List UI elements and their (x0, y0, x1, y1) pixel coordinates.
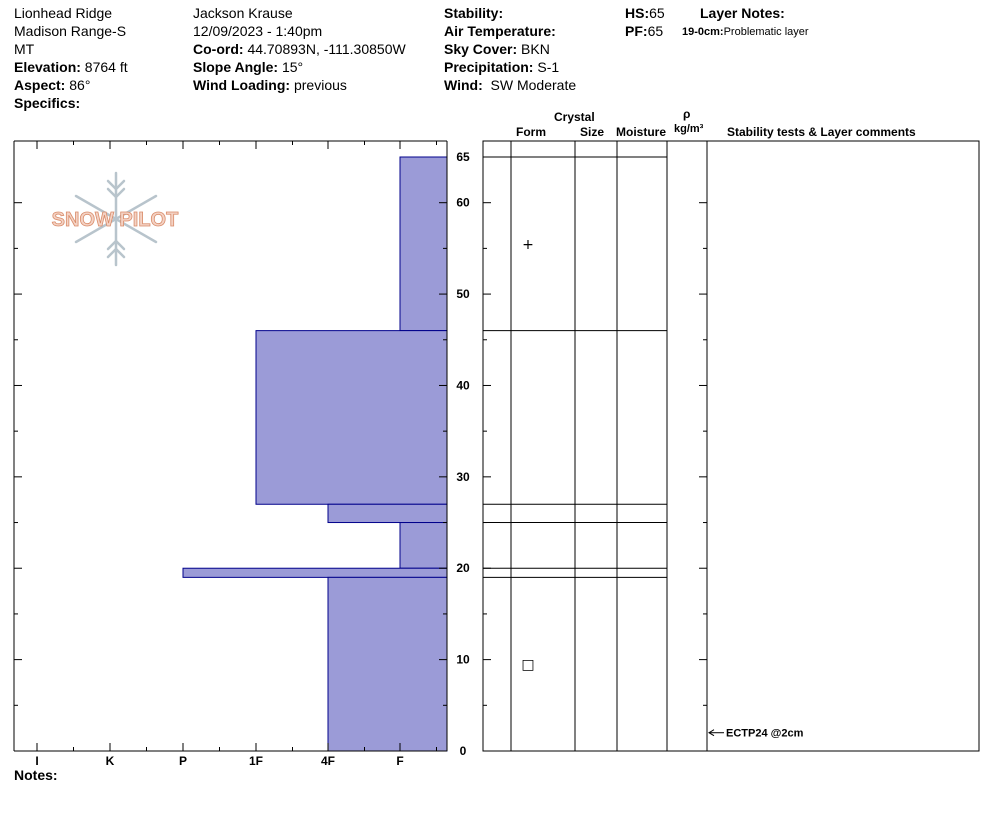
hardness-tick-label: 4F (321, 754, 335, 768)
test-arrow-head-0 (708, 729, 715, 737)
precip-value: S-1 (537, 59, 560, 75)
layer-notes-label: Layer Notes: (700, 5, 785, 21)
pf-label: PF: (625, 23, 648, 39)
layer-bar-4 (182, 567, 448, 578)
height-tick-label: 40 (456, 378, 470, 392)
observer: Jackson Krause (193, 5, 293, 21)
density-unit-header: kg/m³ (674, 123, 704, 135)
hardness-tick-label: I (35, 754, 38, 768)
height-tick-label: 0 (460, 744, 467, 758)
air-temperature: Air Temperature: (444, 22, 556, 40)
sky-value: BKN (521, 41, 550, 57)
grain-form-symbol-1: □ (521, 657, 534, 673)
slope-label: Slope Angle: (193, 59, 279, 75)
height-tick-label: 10 (456, 653, 470, 667)
pf: PF:65 (625, 22, 663, 40)
layer-note-range: 19-0cm: (682, 26, 724, 38)
notes-label: Notes: (14, 767, 58, 783)
form-header: Form (516, 125, 546, 139)
datetime: 12/09/2023 - 1:40pm (193, 23, 323, 39)
aspect: Aspect: 86° (14, 76, 90, 94)
layer-bar-2 (327, 503, 448, 524)
height-tick-label: 50 (456, 287, 470, 301)
rho-header: ρ (683, 107, 691, 121)
stability: Stability: (444, 4, 503, 22)
layer-bar-0 (399, 156, 448, 332)
hs: HS:65 (625, 4, 665, 22)
hs-label: HS: (625, 5, 650, 21)
layer-bar-3 (399, 522, 448, 569)
grain-form-symbol-0: + (522, 237, 534, 253)
height-tick-label: 65 (456, 150, 470, 164)
sky-label: Sky Cover: (444, 41, 518, 57)
coordinates: Co-ord: 44.70893N, -111.30850W (193, 40, 406, 58)
precipitation: Precipitation: S-1 (444, 58, 559, 76)
elevation-label: Elevation: (14, 59, 81, 75)
snowpilot-logo: SNOW PILOT (51, 171, 179, 267)
state: MT (14, 41, 35, 57)
coord-value: 44.70893N, -111.30850W (247, 41, 406, 57)
air-temp-label: Air Temperature: (444, 23, 556, 39)
precip-label: Precipitation: (444, 59, 534, 75)
specifics-label: Specifics: (14, 95, 81, 111)
hardness-tick-label: 1F (249, 754, 263, 768)
specifics: Specifics: (14, 94, 80, 112)
aspect-value: 86° (69, 77, 91, 93)
mountain-range: Madison Range-S (14, 23, 127, 39)
logo-text: SNOW PILOT (52, 209, 179, 231)
height-tick-label: 20 (456, 561, 470, 575)
height-tick-label: 60 (456, 196, 470, 210)
wind-label: Wind: (444, 77, 483, 93)
slope-value: 15° (281, 59, 304, 75)
hardness-tick-label: P (179, 754, 187, 768)
layer-bar-1 (255, 330, 448, 505)
layer-bar-5 (327, 576, 448, 752)
sky-cover: Sky Cover: BKN (444, 40, 550, 58)
moisture-header: Moisture (616, 125, 667, 139)
wind: Wind: SW Moderate (444, 76, 576, 94)
notes: Notes: (14, 766, 58, 784)
slope-angle: Slope Angle: 15° (193, 58, 303, 76)
crystal-header: Crystal (554, 110, 595, 124)
hardness-tick-label: F (396, 754, 403, 768)
hs-value: 65 (649, 5, 665, 21)
elevation-value: 8764 ft (84, 59, 128, 75)
hardness-tick-label: K (106, 754, 115, 768)
elevation: Elevation: 8764 ft (14, 58, 128, 76)
wind-loading: Wind Loading: previous (193, 76, 347, 94)
coord-label: Co-ord: (193, 41, 244, 57)
layer-note-text: Problematic layer (723, 26, 809, 38)
height-tick-label: 30 (456, 470, 470, 484)
wind-value: SW Moderate (490, 77, 577, 93)
wind-loading-value: previous (293, 77, 347, 93)
layer-table-frame (482, 140, 980, 752)
size-header: Size (580, 125, 605, 139)
stability-test-label-0: ECTP24 @2cm (726, 728, 804, 740)
stability-label: Stability: (444, 5, 504, 21)
wind-loading-label: Wind Loading: (193, 77, 291, 93)
pf-value: 65 (647, 23, 664, 39)
location: Lionhead Ridge (14, 5, 113, 21)
layer-notes: Layer Notes: (700, 4, 785, 22)
comments-header: Stability tests & Layer comments (727, 125, 916, 139)
aspect-label: Aspect: (14, 77, 66, 93)
layer-note: 19-0cm:Problematic layer (682, 23, 809, 41)
